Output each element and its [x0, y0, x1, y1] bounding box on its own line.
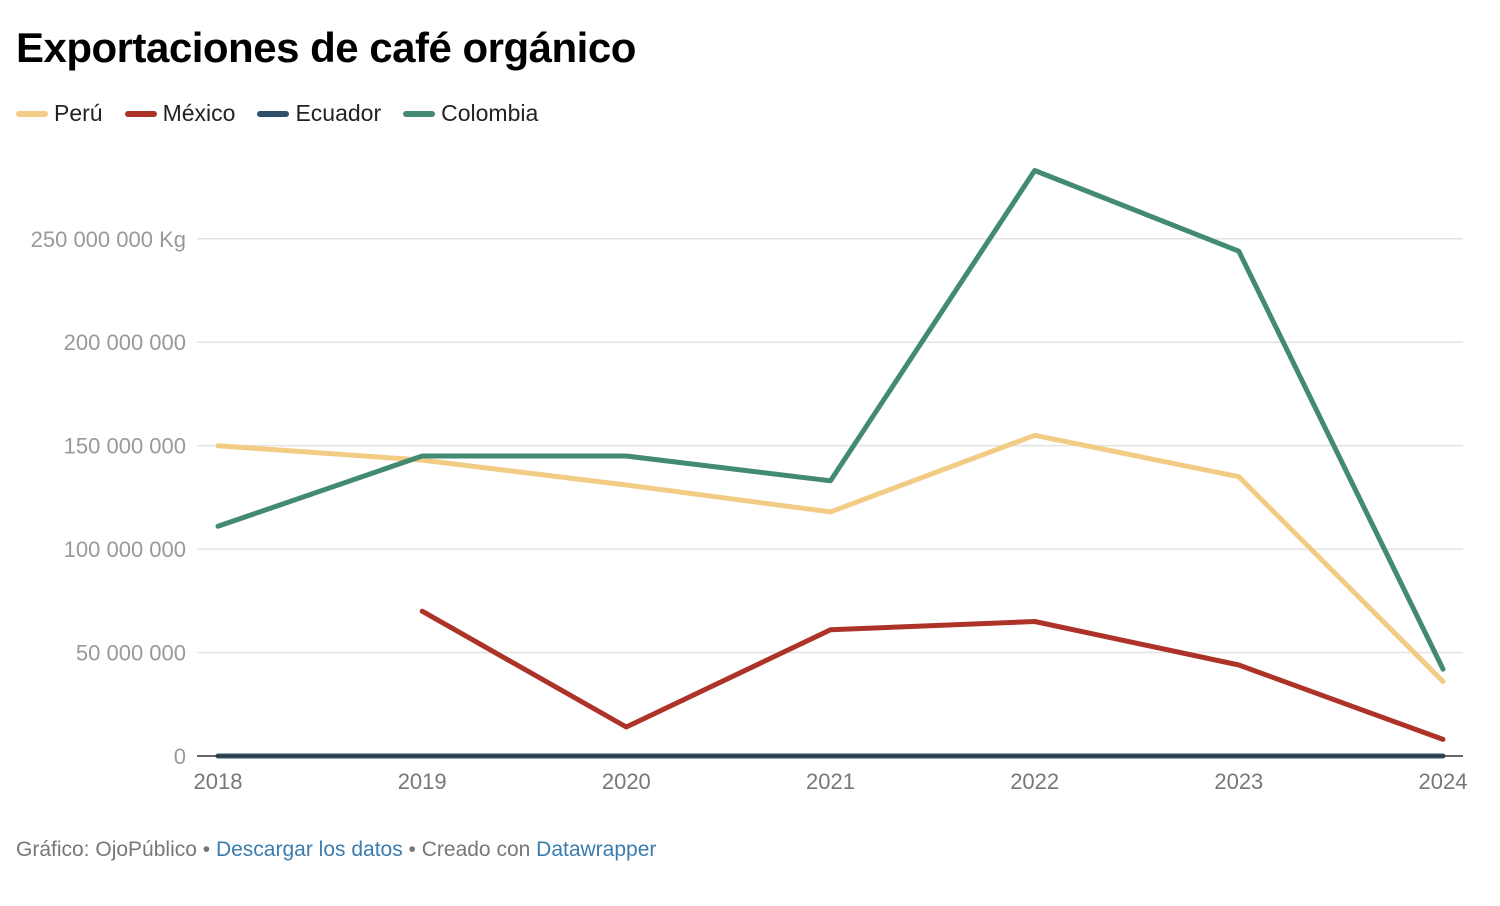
legend-label-colombia: Colombia [441, 100, 539, 126]
x-tick-label: 2019 [398, 769, 447, 794]
legend-label-peru: Perú [54, 100, 103, 126]
series-line-colombia [215, 168, 1446, 672]
legend-item-colombia: Colombia [403, 100, 538, 127]
x-tick-label: 2018 [194, 769, 243, 794]
legend-item-mexico: México [124, 100, 236, 127]
x-tick-label: 2021 [806, 769, 855, 794]
legend-item-peru: Perú [16, 100, 103, 127]
download-data-link[interactable]: Descargar los datos [215, 838, 403, 861]
y-tick-label: 50 000 000 [76, 641, 186, 666]
y-tick-label: 0 [174, 744, 186, 769]
footer-created-with: • Creado con [402, 838, 537, 861]
series-line-peru [215, 432, 1446, 684]
legend-swatch-colombia [403, 110, 436, 117]
series-line-mexico [419, 608, 1446, 742]
y-tick-label: 100 000 000 [64, 537, 186, 562]
y-tick-label: 250 000 000 Kg [31, 227, 186, 252]
x-tick-label: 2023 [1214, 769, 1263, 794]
legend-label-mexico: México [162, 100, 236, 126]
x-tick-label: 2020 [602, 769, 651, 794]
legend-swatch-ecuador [257, 110, 290, 117]
footer: Gráfico: OjoPúblico • Descargar los dato… [16, 838, 656, 862]
y-tick-label: 200 000 000 [64, 330, 186, 355]
x-tick-label: 2022 [1010, 769, 1059, 794]
legend-label-ecuador: Ecuador [295, 100, 382, 126]
footer-separator: • [196, 838, 216, 861]
legend-swatch-mexico [124, 110, 157, 117]
datawrapper-link[interactable]: Datawrapper [536, 838, 657, 861]
x-tick-label: 2024 [1419, 769, 1468, 794]
legend: Perú México Ecuador Colombia [16, 100, 560, 127]
legend-item-ecuador: Ecuador [257, 100, 381, 127]
y-tick-label: 150 000 000 [64, 434, 186, 459]
legend-swatch-peru [16, 110, 48, 117]
chart-title: Exportaciones de café orgánico [16, 24, 636, 71]
footer-credit: Gráfico: OjoPúblico [16, 838, 197, 861]
